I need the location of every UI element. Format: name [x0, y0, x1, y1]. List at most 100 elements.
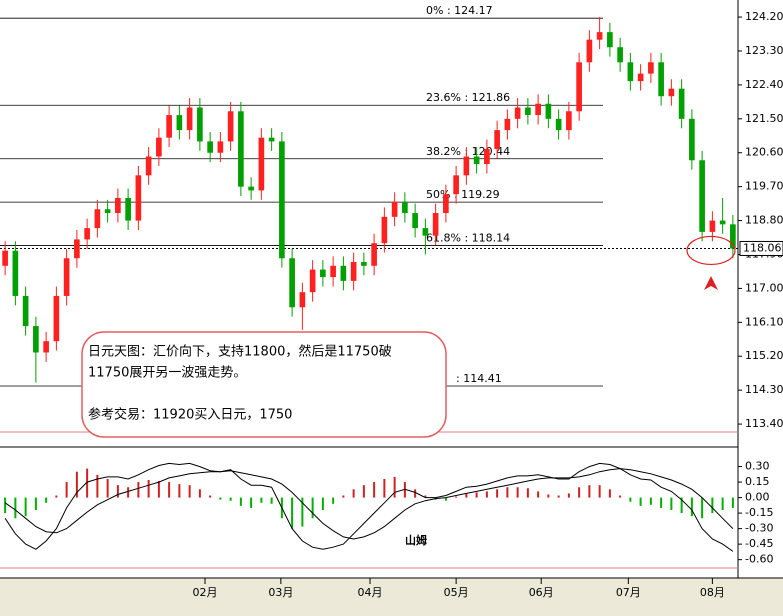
- candle-body: [94, 209, 101, 229]
- candle-body: [473, 156, 480, 165]
- candle-body: [227, 111, 234, 142]
- candle-body: [586, 39, 593, 63]
- candle-body: [63, 258, 70, 296]
- fib-label: 0% : 124.17: [426, 4, 493, 17]
- candle-body: [238, 111, 244, 187]
- candle-body: [637, 73, 644, 82]
- candle-body: [463, 156, 470, 176]
- candle-body: [217, 141, 224, 153]
- candle-body: [43, 341, 49, 353]
- candle-body: [617, 47, 623, 63]
- candle-body: [494, 130, 500, 149]
- macd-label: 山姆: [405, 533, 427, 547]
- candle-body: [125, 197, 131, 221]
- highlight-circle: [686, 235, 736, 266]
- fib-label: 50% : 119.29: [426, 188, 500, 201]
- candle-body: [453, 175, 459, 195]
- y-tick-label: 117.00: [745, 281, 783, 294]
- candle-body: [371, 243, 377, 266]
- y-tick-label: 115.20: [745, 349, 783, 362]
- y-tick-label: -0.60: [745, 553, 773, 566]
- candle-body: [627, 62, 634, 82]
- candle-body: [525, 107, 531, 116]
- y-tick-label: 123.30: [745, 44, 783, 57]
- candle-body: [648, 62, 654, 74]
- candle-body: [104, 209, 111, 214]
- candle-body: [514, 107, 521, 119]
- candle-body: [166, 115, 172, 138]
- candle-body: [555, 118, 562, 131]
- annotation-line: 日元天图：汇价向下，支持11800，然后是11750破: [88, 344, 392, 360]
- y-tick-label: 122.40: [745, 78, 783, 91]
- candle-body: [176, 115, 183, 131]
- candle-body: [391, 201, 398, 217]
- fib-label: 23.6% : 121.86: [426, 91, 510, 104]
- y-tick-label: -0.15: [745, 506, 773, 519]
- candle-body: [135, 175, 142, 221]
- last-price-box: [739, 240, 783, 256]
- candle-body: [678, 88, 685, 119]
- x-tick-label: 05月: [444, 586, 469, 599]
- y-tick-label: 0.00: [745, 491, 770, 504]
- candle-body: [432, 213, 439, 236]
- candle-body: [309, 269, 316, 293]
- candle-body: [115, 197, 121, 214]
- x-tick-label: 08月: [700, 586, 725, 599]
- highlight-arrow: [704, 276, 718, 290]
- candle-body: [268, 137, 275, 142]
- candle-body: [545, 103, 552, 119]
- candle-body: [504, 118, 511, 131]
- candle-body: [576, 62, 582, 112]
- candle-body: [74, 239, 80, 259]
- candle-body: [709, 220, 716, 232]
- annotation-line: 11750展开另一波强走势。: [88, 365, 246, 381]
- candle-body: [361, 262, 367, 266]
- candle-body: [186, 107, 193, 131]
- y-tick-label: 124.20: [745, 10, 783, 23]
- candle-body: [197, 107, 203, 142]
- candle-body: [658, 62, 664, 97]
- x-tick-label: 06月: [529, 586, 554, 599]
- candle-body: [340, 265, 347, 281]
- candle-body: [689, 118, 695, 161]
- y-tick-label: 113.40: [745, 417, 783, 430]
- y-tick-label: 0.15: [745, 475, 770, 488]
- candle-body: [84, 228, 90, 240]
- candle-body: [402, 201, 408, 214]
- x-axis-band: [0, 578, 783, 616]
- candle-body: [566, 111, 572, 131]
- candle-body: [350, 262, 357, 281]
- y-tick-label: 118.80: [745, 214, 783, 227]
- candle-body: [535, 103, 541, 116]
- x-tick-label: 07月: [616, 586, 641, 599]
- candle-body: [279, 141, 285, 259]
- dea-line: [4, 468, 734, 540]
- x-tick-label: 04月: [358, 586, 383, 599]
- candle-body: [33, 326, 39, 353]
- y-tick-label: -0.45: [745, 537, 773, 550]
- candle-body: [248, 186, 254, 191]
- candle-body: [381, 216, 388, 244]
- fib-label: : 114.41: [456, 372, 502, 385]
- candle-body: [145, 156, 152, 176]
- y-tick-label: 116.10: [745, 315, 783, 328]
- y-tick-label: 0.30: [745, 460, 770, 473]
- candle-body: [668, 88, 675, 97]
- y-tick-label: 121.50: [745, 112, 783, 125]
- x-tick-label: 02月: [193, 586, 218, 599]
- candle-body: [412, 213, 418, 229]
- y-tick-label: 119.70: [745, 180, 783, 193]
- y-tick-label: 120.60: [745, 146, 783, 159]
- y-tick-label: -0.30: [745, 522, 773, 535]
- candle-body: [699, 160, 705, 232]
- dif-line: [4, 462, 734, 552]
- candle-body: [719, 220, 726, 225]
- candle-body: [2, 250, 8, 266]
- candle-body: [258, 137, 265, 191]
- candle-body: [299, 292, 306, 308]
- candle-body: [596, 32, 603, 40]
- last-price-label: 118.06: [743, 241, 782, 254]
- candle-body: [156, 137, 162, 157]
